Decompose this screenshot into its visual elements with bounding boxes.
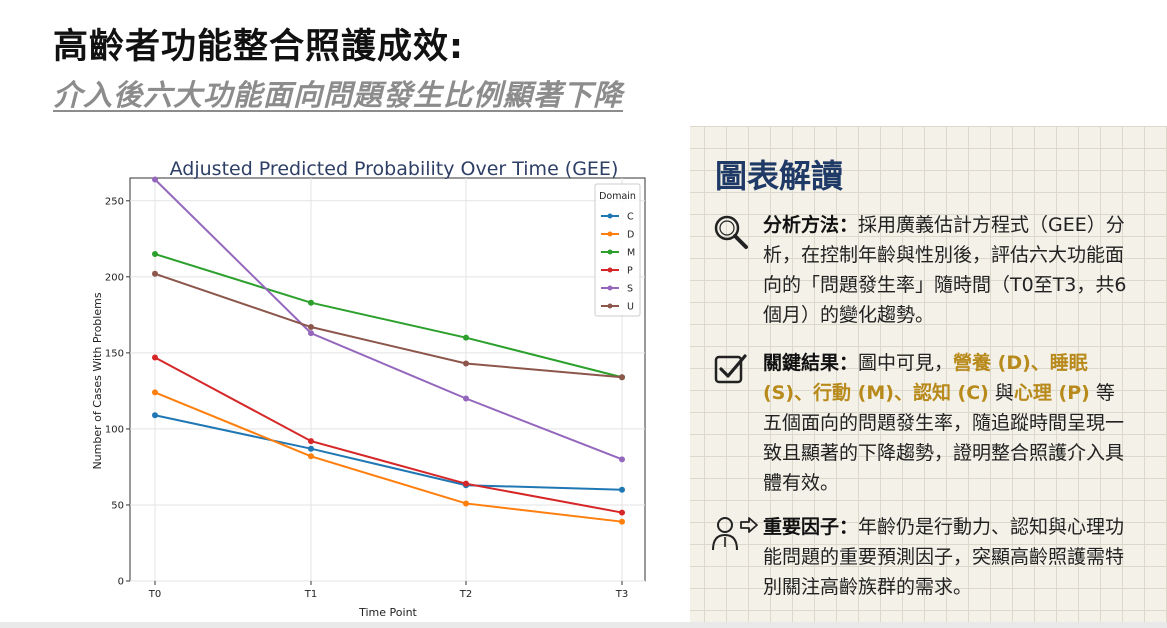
series-line-M — [154, 253, 623, 379]
legend-marker-U — [607, 303, 613, 309]
data-point-P — [463, 480, 469, 487]
interpretation-panel: 圖表解讀 分析方法：採用廣義估計方程式（GEE）分析，在控制年齡與性別後，評估六… — [705, 126, 1155, 628]
data-point-C — [619, 486, 625, 493]
page-subtitle: 介入後六大功能面向問題發生比例顯著下降 — [53, 78, 624, 112]
method-label: 分析方法： — [763, 214, 859, 236]
bottom-divider — [0, 622, 1167, 628]
legend-marker-C — [607, 213, 613, 219]
magnifier-icon — [711, 212, 751, 256]
factor-text: 重要因子：年齡仍是行動力、認知與心理功能問題的重要預測因子，突顯高齡照護需特別關… — [763, 512, 1133, 602]
data-point-U — [308, 324, 314, 331]
legend-marker-P — [607, 267, 613, 273]
result-text: 關鍵結果：圖中可見，營養 (D)、睡眠 (S)、行動 (M)、認知 (C) 與心… — [763, 348, 1133, 498]
data-point-D — [463, 500, 469, 507]
legend-label-P: P — [627, 266, 633, 277]
factor-label: 重要因子： — [763, 516, 859, 538]
legend-label-C: C — [627, 212, 634, 223]
legend-label-U: U — [627, 302, 634, 313]
checkbox-icon — [711, 350, 751, 394]
legend-label-D: D — [627, 230, 634, 241]
page-title: 高齡者功能整合照護成效: — [53, 27, 464, 67]
result-prefix: 圖中可見， — [858, 352, 954, 374]
data-point-S — [308, 330, 314, 337]
plot-area — [129, 177, 646, 582]
data-point-P — [152, 354, 158, 361]
y-tick-label: 250 — [105, 196, 124, 207]
data-point-U — [463, 360, 469, 367]
y-tick-label: 200 — [105, 272, 124, 283]
result-connector: 與 — [988, 382, 1014, 404]
data-point-U — [619, 374, 625, 381]
x-tick-label: T3 — [615, 589, 628, 600]
chart-title: Adjusted Predicted Probability Over Time… — [170, 158, 619, 180]
method-text: 分析方法：採用廣義估計方程式（GEE）分析，在控制年齡與性別後，評估六大功能面向… — [763, 210, 1133, 330]
data-point-C — [152, 412, 158, 419]
x-axis-label: Time Point — [358, 606, 417, 619]
series-line-U — [154, 272, 623, 379]
x-tick-label: T2 — [459, 589, 472, 600]
legend-label-M: M — [627, 248, 635, 259]
data-point-P — [308, 438, 314, 445]
data-point-M — [152, 251, 158, 258]
y-tick-label: 150 — [105, 348, 124, 359]
chart-area: 0 50 100 150 200 250 T0 T1 T2 T3 Domain C D M P S U Adj… — [0, 126, 690, 628]
result-label: 關鍵結果： — [763, 352, 859, 374]
data-point-S — [152, 176, 158, 183]
data-point-U — [152, 270, 158, 277]
y-tick-label: 100 — [105, 424, 124, 435]
method-body: 採用廣義估計方程式（GEE）分析，在控制年齡與性別後，評估六大功能面向的「問題發… — [763, 214, 1127, 326]
series-line-P — [154, 356, 623, 514]
data-point-S — [463, 395, 469, 402]
interpretation-title: 圖表解讀 — [715, 157, 844, 195]
data-point-C — [308, 445, 314, 452]
header: 高齡者功能整合照護成效: 介入後六大功能面向問題發生比例顯著下降 — [0, 0, 1167, 126]
data-point-D — [308, 453, 314, 460]
factor-body: 年齡仍是行動力、認知與心理功能問題的重要預測因子，突顯高齡照護需特別關注高齡族群… — [763, 516, 1125, 598]
data-point-M — [463, 334, 469, 341]
legend-label-S: S — [627, 284, 633, 295]
data-point-D — [152, 389, 158, 396]
data-point-S — [619, 456, 625, 463]
result-suffix: 等五個面向的問題發生率，隨追蹤時間呈現一致且顯著的下降趨勢，證明整合照護介入具體… — [763, 382, 1125, 494]
result-highlight-psych: 心理 (P) — [1013, 382, 1090, 404]
y-axis-label: Number of Cases With Problems — [91, 292, 104, 469]
y-tick-label: 0 — [118, 577, 124, 588]
series-line-S — [154, 178, 623, 461]
series-line-D — [154, 391, 623, 523]
data-point-P — [619, 509, 625, 516]
data-point-D — [619, 518, 625, 525]
person-arrow-icon — [711, 514, 759, 558]
x-tick-label: T0 — [148, 589, 161, 600]
data-point-M — [308, 299, 314, 306]
legend-marker-M — [607, 249, 613, 255]
series-line-C — [154, 414, 623, 491]
content-panel: 0 50 100 150 200 250 T0 T1 T2 T3 Domain C D M P S U Adj… — [0, 126, 1167, 628]
x-tick-label: T1 — [304, 589, 317, 600]
legend-marker-D — [607, 231, 613, 237]
y-tick-label: 50 — [111, 500, 124, 511]
legend-marker-S — [607, 285, 613, 291]
legend-title: Domain — [599, 191, 636, 202]
result-highlight-domains: 營養 (D)、睡眠 (S)、行動 (M)、認知 (C) — [763, 352, 1088, 404]
